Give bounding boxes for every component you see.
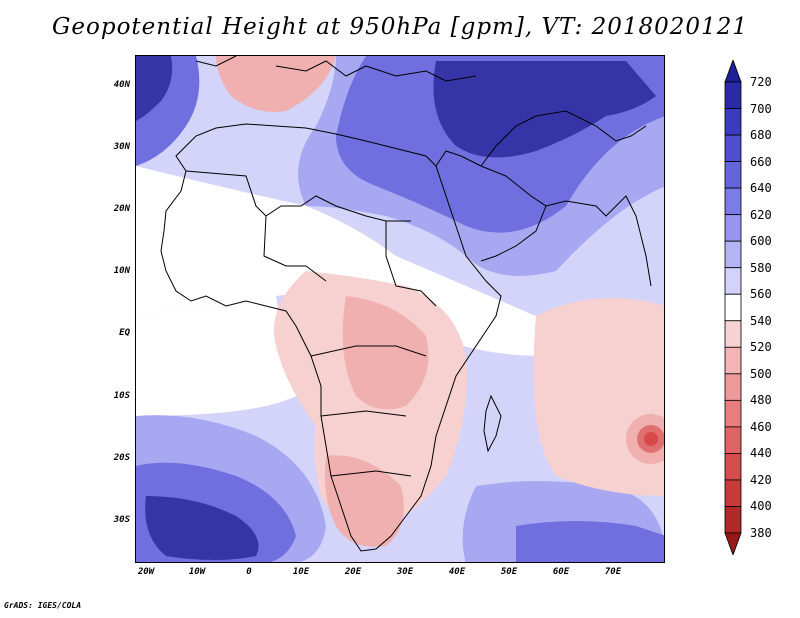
lon-label-40e: 40E: [448, 567, 466, 577]
colorbar-label: 660: [750, 154, 772, 169]
lon-label-70e: 70E: [604, 567, 622, 577]
colorbar-box: [724, 399, 742, 428]
colorbar-box: [724, 373, 742, 401]
lat-label-20s: 20S: [113, 453, 130, 463]
colorbar-label: 520: [750, 340, 772, 355]
colorbar-label: 380: [750, 526, 772, 540]
colorbar-box: [724, 293, 742, 322]
colorbar-label: 460: [750, 419, 772, 434]
colorbar-label: 580: [750, 260, 772, 275]
colorbar-label: 440: [750, 446, 772, 461]
colorbar-box: [724, 187, 742, 216]
colorbar-label: 600: [750, 234, 772, 249]
colorbar-label: 620: [750, 207, 772, 222]
colorbar-box: [724, 426, 742, 454]
colorbar-bottom-arrow: [724, 532, 742, 555]
lat-label-10s: 10S: [113, 391, 130, 401]
colorbar-box: [724, 108, 742, 136]
geopotential-field: [136, 56, 664, 562]
colorbar-label: 540: [750, 313, 772, 328]
lat-label-eq: EQ: [119, 328, 130, 338]
colorbar-label: 640: [750, 181, 772, 196]
colorbar-label: 480: [750, 393, 772, 408]
lon-label-0: 0: [246, 567, 252, 577]
lon-label-20w: 20W: [137, 567, 155, 577]
lon-label-50e: 50E: [500, 567, 518, 577]
colorbar-label: 500: [750, 366, 772, 381]
footer-credit: GrADS: IGES/COLA: [4, 601, 82, 610]
lon-label-10w: 10W: [188, 567, 206, 577]
colorbar-label: 720: [750, 75, 772, 89]
lon-label-30e: 30E: [396, 567, 414, 577]
colorbar-label: 700: [750, 101, 772, 116]
colorbar-label: 680: [750, 128, 772, 143]
map-title: Geopotential Height at 950hPa [gpm], VT:…: [52, 14, 748, 40]
colorbar-box: [724, 161, 742, 189]
lat-label-30n: 30N: [113, 142, 130, 152]
lat-label-40n: 40N: [113, 80, 130, 90]
colorbar-box: [724, 506, 742, 534]
colorbar-box: [724, 134, 742, 162]
colorbar-top-arrow: [724, 60, 742, 83]
lon-label-10e: 10E: [292, 567, 310, 577]
colorbar-box: [724, 214, 742, 242]
colorbar-box: [724, 240, 742, 269]
colorbar-box: [724, 479, 742, 507]
lat-label-20n: 20N: [113, 204, 130, 214]
colorbar-label: 560: [750, 287, 772, 302]
colorbar-box: [724, 453, 742, 481]
colorbar-label: 400: [750, 499, 772, 514]
colorbar-label: 420: [750, 472, 772, 487]
colorbar-box: [724, 81, 742, 109]
lat-label-30s: 30S: [113, 515, 130, 525]
lat-label-10n: 10N: [113, 266, 130, 276]
colorbar-box: [724, 267, 742, 295]
map-panel: [135, 55, 665, 563]
colorbar: [724, 60, 742, 555]
colorbar-box: [724, 346, 742, 375]
lon-label-20e: 20E: [344, 567, 362, 577]
lon-label-60e: 60E: [552, 567, 570, 577]
neutral-band-west: [136, 296, 296, 416]
neutral-band: [136, 166, 664, 356]
colorbar-box: [724, 320, 742, 348]
